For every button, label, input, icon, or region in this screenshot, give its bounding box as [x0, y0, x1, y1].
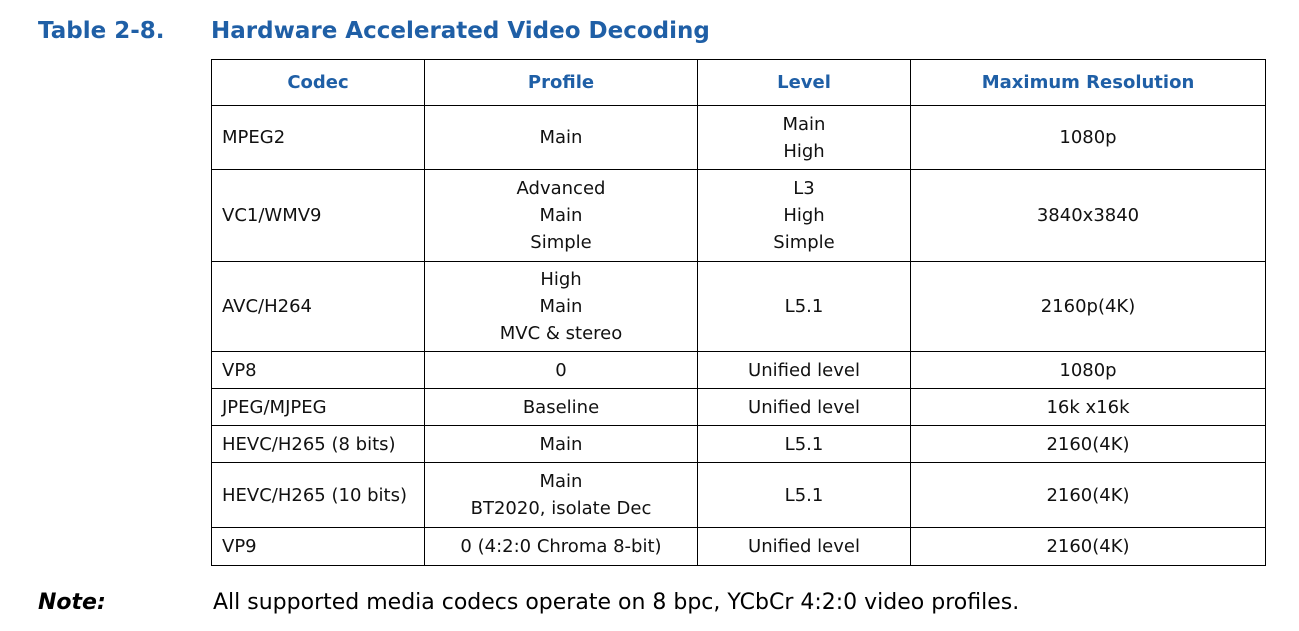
table-cell: L3 High Simple: [697, 169, 911, 262]
table-cell: 2160(4K): [910, 462, 1266, 528]
table-cell: 3840x3840: [910, 169, 1266, 262]
cell-line: Simple: [773, 232, 835, 253]
cell-line: HEVC/H265 (10 bits): [222, 484, 408, 506]
cell-line: Main: [539, 471, 583, 492]
table-cell: 2160(4K): [910, 527, 1266, 566]
table-cell: Unified level: [697, 388, 911, 426]
header-row: Codec Profile Level Maximum Resolution: [211, 59, 1266, 106]
table-row: VP9 0 (4:2:0 Chroma 8-bit) Unified level 21…: [211, 527, 1266, 566]
cell-line: Main: [782, 113, 826, 135]
cell-line: Main: [539, 433, 583, 455]
table-cell: MPEG2: [211, 105, 425, 170]
cell-line: High: [540, 269, 582, 290]
table-cell: JPEG/MJPEG: [211, 388, 425, 426]
cell-line: VP8: [222, 359, 257, 381]
cell-line: Unified level: [748, 396, 860, 418]
table-cell: Main High: [697, 105, 911, 170]
cell-line: VP9: [222, 536, 257, 557]
cell-line: L5.1: [784, 296, 824, 317]
note-text: All supported media codecs operate on 8 …: [213, 590, 1020, 615]
table-body: MPEG2 Main Main High 1080p VC1/WMV9 Advanced Ma…: [211, 105, 1266, 566]
cell-line: MVC & stereo: [499, 323, 623, 344]
table-cell: Unified level: [697, 351, 911, 389]
table-cell: HEVC/H265 (10 bits): [211, 462, 425, 528]
table-row: MPEG2 Main Main High 1080p: [211, 105, 1266, 170]
table-cell: Advanced Main Simple: [424, 169, 698, 262]
cell-line: BT2020, isolate Dec: [470, 498, 652, 519]
table-cell: L5.1: [697, 261, 911, 352]
cell-line: High: [783, 205, 825, 226]
table-cell: 0 (4:2:0 Chroma 8-bit): [424, 527, 698, 566]
table-cell: L5.1: [697, 425, 911, 463]
cell-line: L5.1: [784, 484, 824, 506]
cell-line: 1080p: [1059, 359, 1117, 381]
table-cell: VC1/WMV9: [211, 169, 425, 262]
table-cell: HEVC/H265 (8 bits): [211, 425, 425, 463]
cell-line: Baseline: [522, 396, 600, 418]
table-cell: 16k x16k: [910, 388, 1266, 426]
note-label: Note:: [38, 590, 106, 615]
codec-table: Codec Profile Level Maximum Resolution MPEG…: [211, 59, 1266, 566]
cell-line: 16k x16k: [1046, 396, 1130, 418]
cell-line: 2160(4K): [1046, 484, 1130, 506]
table-cell: 0: [424, 351, 698, 389]
cell-line: 2160(4K): [1046, 433, 1130, 455]
cell-line: 0: [555, 359, 567, 381]
column-header: Codec: [211, 59, 425, 106]
cell-line: Main: [539, 205, 583, 226]
table-row: AVC/H264 High Main MVC & stereo L5.1 2160p(4K…: [211, 261, 1266, 352]
column-header: Maximum Resolution: [910, 59, 1266, 106]
cell-line: Main: [539, 127, 583, 148]
table-cell: AVC/H264: [211, 261, 425, 352]
cell-line: HEVC/H265 (8 bits): [222, 433, 396, 455]
cell-line: 3840x3840: [1036, 205, 1140, 226]
table-cell: Main: [424, 425, 698, 463]
table-cell: Main: [424, 105, 698, 170]
cell-line: Main: [539, 296, 583, 317]
cell-line: L5.1: [784, 433, 824, 455]
cell-line: JPEG/MJPEG: [222, 396, 327, 418]
table-title: Hardware Accelerated Video Decoding: [211, 18, 710, 44]
cell-line: 2160p(4K): [1040, 296, 1136, 317]
table-cell: 2160(4K): [910, 425, 1266, 463]
table-cell: Unified level: [697, 527, 911, 566]
cell-line: Unified level: [748, 536, 860, 557]
table-cell: 1080p: [910, 105, 1266, 170]
cell-line: High: [783, 140, 825, 162]
column-header: Profile: [424, 59, 698, 106]
table-cell: High Main MVC & stereo: [424, 261, 698, 352]
table-cell: Main BT2020, isolate Dec: [424, 462, 698, 528]
cell-line: VC1/WMV9: [222, 205, 322, 226]
table-number: Table 2-8.: [38, 18, 165, 44]
table-row: VC1/WMV9 Advanced Main Simple L3 High Simple 38…: [211, 169, 1266, 262]
cell-line: Simple: [530, 232, 592, 253]
table-row: JPEG/MJPEG Baseline Unified level 16k x16k: [211, 388, 1266, 426]
cell-line: Unified level: [748, 359, 860, 381]
cell-line: MPEG2: [222, 127, 286, 148]
column-header: Level: [697, 59, 911, 106]
table-cell: VP9: [211, 527, 425, 566]
table-row: HEVC/H265 (8 bits) Main L5.1 2160(4K): [211, 425, 1266, 463]
table-row: HEVC/H265 (10 bits) Main BT2020, isolate D…: [211, 462, 1266, 528]
table-cell: VP8: [211, 351, 425, 389]
cell-line: 0 (4:2:0 Chroma 8-bit): [460, 536, 662, 557]
cell-line: L3: [793, 178, 815, 199]
table-cell: 2160p(4K): [910, 261, 1266, 352]
cell-line: Advanced: [516, 178, 606, 199]
table-cell: Baseline: [424, 388, 698, 426]
table-row: VP8 0 Unified level 1080p: [211, 351, 1266, 389]
cell-line: 1080p: [1059, 127, 1117, 148]
cell-line: AVC/H264: [222, 296, 312, 317]
table-cell: 1080p: [910, 351, 1266, 389]
table-cell: L5.1: [697, 462, 911, 528]
cell-line: 2160(4K): [1046, 536, 1130, 557]
